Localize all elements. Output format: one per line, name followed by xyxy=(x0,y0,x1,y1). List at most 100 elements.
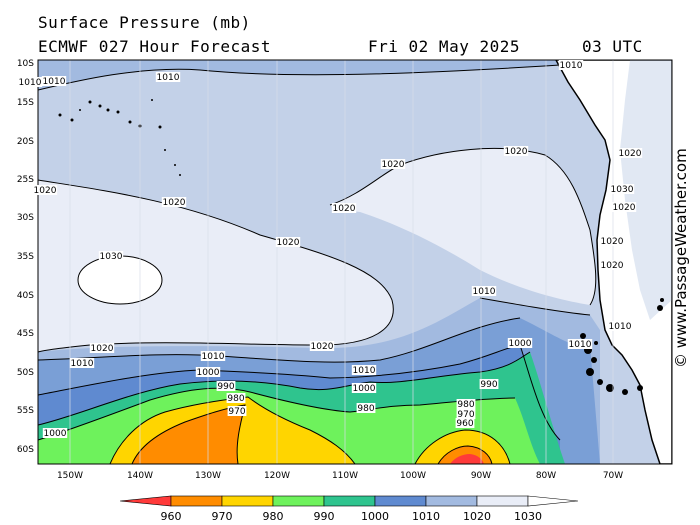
band-1020-west xyxy=(38,180,394,352)
contour-label: 1020 xyxy=(163,198,186,208)
contour-label-bg xyxy=(356,403,376,413)
legend-tick: 1030 xyxy=(514,510,542,523)
contour-label: 990 xyxy=(217,382,234,392)
legend-tick: 1020 xyxy=(463,510,491,523)
legend-tick: 1010 xyxy=(412,510,440,523)
contour-label: 1010 xyxy=(353,366,376,376)
contour-label: 980 xyxy=(227,394,244,404)
contour-label: 980 xyxy=(357,404,374,414)
contour-label: 970 xyxy=(457,410,474,420)
contour-label: 1020 xyxy=(91,344,114,354)
pacific-islands xyxy=(58,99,181,176)
isobars xyxy=(38,64,597,464)
lon-label: 120W xyxy=(264,471,290,481)
contour-label-bg xyxy=(617,148,643,158)
forecast-time: 03 UTC xyxy=(582,37,643,56)
contour-label-bg xyxy=(32,185,58,195)
forecast-date: Fri 02 May 2025 xyxy=(368,37,520,56)
contour-label-bg xyxy=(89,343,115,353)
contour-label: 1010 xyxy=(560,61,583,71)
legend-swatch xyxy=(170,495,223,507)
contour-label: 1020 xyxy=(333,204,356,214)
contour-label-bg xyxy=(609,184,635,194)
contour-label-bg xyxy=(195,367,221,377)
contour-label: 1030 xyxy=(100,252,123,262)
lat-label: 15S xyxy=(17,98,34,108)
contour-label: 1010 xyxy=(473,287,496,297)
lon-label: 110W xyxy=(332,471,358,481)
model-label: ECMWF 027 Hour Forecast xyxy=(38,37,272,56)
lat-label: 50S xyxy=(17,368,34,378)
contour-label: 1020 xyxy=(382,160,405,170)
high-center-1030 xyxy=(77,255,163,305)
contour-label: 1020 xyxy=(277,238,300,248)
legend-tick: 970 xyxy=(212,510,233,523)
lat-label: 25S xyxy=(17,175,34,185)
contour-label-bg xyxy=(479,379,499,389)
legend-tick: 980 xyxy=(263,510,284,523)
contour-label-bg xyxy=(41,76,67,86)
pressure-legend: 960 970 980 990 1000 1010 1020 1030 xyxy=(119,495,579,523)
contour-label-bg xyxy=(503,146,529,156)
legend-swatch xyxy=(272,495,325,507)
legend-swatch xyxy=(119,495,172,507)
contour-label-bg xyxy=(42,428,68,438)
lat-label: 30S xyxy=(17,213,34,223)
site-credit: © www.PassageWeather.com xyxy=(672,148,690,368)
contour-label: 1030 xyxy=(611,185,634,195)
lat-label: 20S xyxy=(17,137,34,147)
contour-label: 1020 xyxy=(505,147,528,157)
contour-label-bg xyxy=(455,418,475,428)
legend-swatch xyxy=(476,495,529,507)
contour-label: 1010 xyxy=(569,340,592,350)
contour-label-bg xyxy=(607,321,633,331)
contour-label: 1000 xyxy=(197,368,220,378)
contour-label-bg xyxy=(456,399,476,409)
legend-tick: 1000 xyxy=(361,510,389,523)
contour-label-bg xyxy=(471,286,497,296)
contour-label: 1000 xyxy=(353,384,376,394)
lat-label: 45S xyxy=(17,329,34,339)
contour-label-bg xyxy=(17,77,43,87)
contour-label-bg xyxy=(599,236,625,246)
contour-label: 990 xyxy=(480,380,497,390)
lat-label: 10S xyxy=(17,59,34,69)
contour-label: 1010 xyxy=(609,322,632,332)
legend-swatch xyxy=(323,495,376,507)
contour-label: 1010 xyxy=(202,352,225,362)
map-title: Surface Pressure (mb) xyxy=(38,13,251,32)
lat-label: 40S xyxy=(17,291,34,301)
contour-label-bg xyxy=(599,260,625,270)
contour-label: 1000 xyxy=(509,339,532,349)
contour-label: 980 xyxy=(457,400,474,410)
contour-labels: 1010 1010 1020 1020 1020 1020 1020 1030 1020 1020… xyxy=(17,60,643,439)
contour-label: 1010 xyxy=(71,359,94,369)
longitude-labels: 150W 140W 130W 120W 110W 100W 90W 80W 70W xyxy=(57,471,623,481)
contour-label-bg xyxy=(380,159,406,169)
lon-label: 150W xyxy=(57,471,83,481)
lon-label: 130W xyxy=(195,471,221,481)
lon-label: 100W xyxy=(400,471,426,481)
contour-label-bg xyxy=(567,339,593,349)
contour-label: 970 xyxy=(228,407,245,417)
contour-label-bg xyxy=(98,251,124,261)
lat-label: 55S xyxy=(17,406,34,416)
band-950-east xyxy=(450,454,484,464)
contour-label-bg xyxy=(226,393,246,403)
contour-label-bg xyxy=(161,197,187,207)
contour-label-bg xyxy=(558,60,584,70)
contour-label: 1020 xyxy=(619,149,642,159)
lon-label: 140W xyxy=(127,471,153,481)
contour-label-bg xyxy=(507,338,533,348)
contour-label-bg xyxy=(351,383,377,393)
contour-label-bg xyxy=(227,406,247,416)
legend-swatch xyxy=(374,495,427,507)
lon-label: 70W xyxy=(603,471,623,481)
contour-label-bg xyxy=(456,409,476,419)
lat-label: 35S xyxy=(17,252,34,262)
latitude-labels: 10S 15S 20S 25S 30S 35S 40S 45S 50S 55S 60S xyxy=(17,59,34,455)
contour-label: 1020 xyxy=(34,186,57,196)
contour-label-bg xyxy=(200,351,226,361)
contour-label: 1020 xyxy=(613,203,636,213)
legend-tick: 960 xyxy=(161,510,182,523)
